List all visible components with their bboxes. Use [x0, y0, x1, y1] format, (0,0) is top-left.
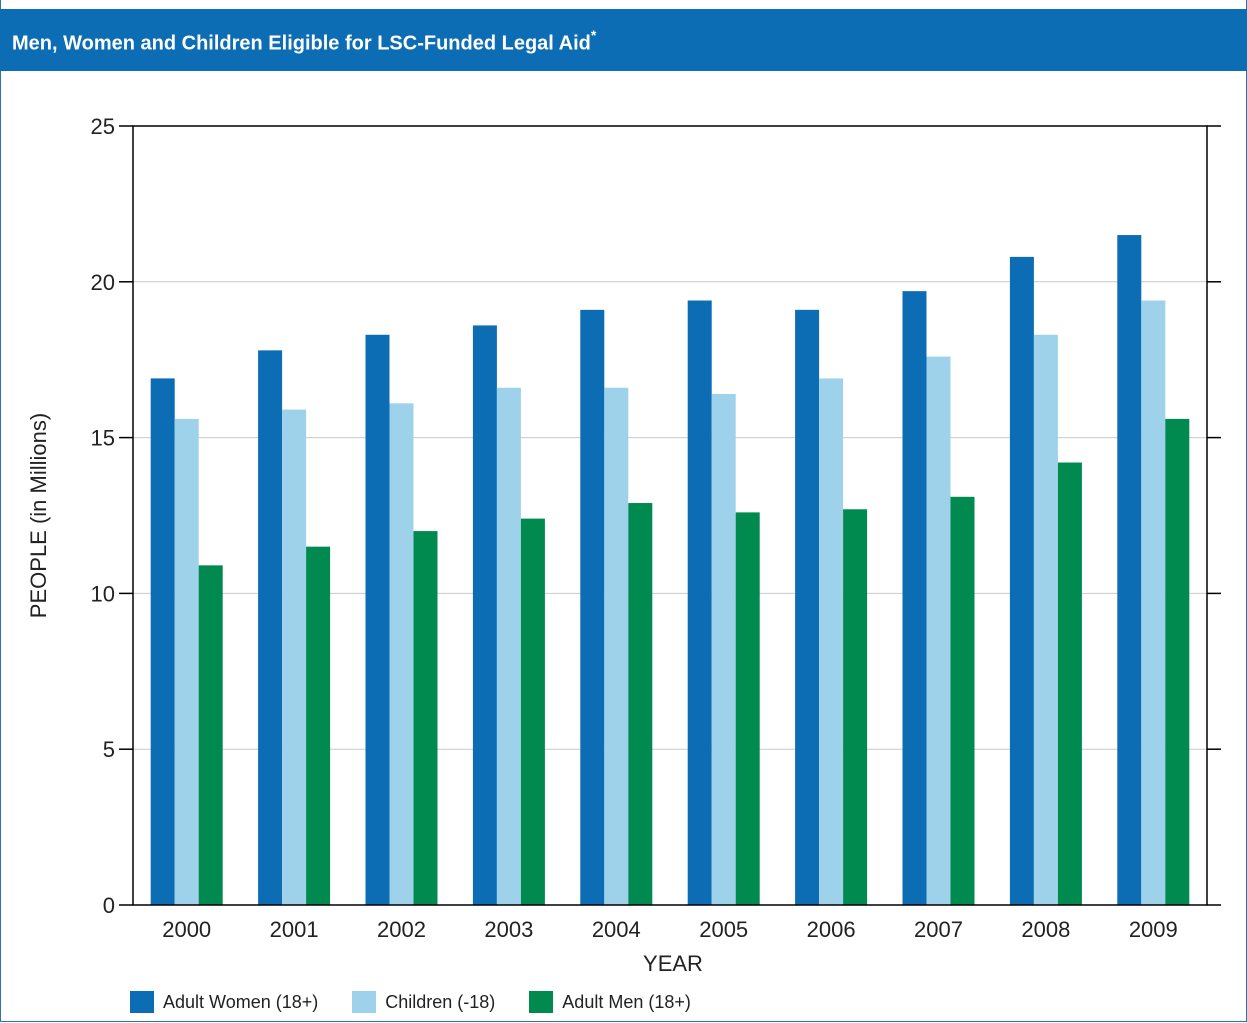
bar — [628, 503, 653, 905]
bar — [902, 291, 927, 905]
x-tick-label: 2002 — [377, 917, 426, 942]
x-tick-label: 2001 — [270, 917, 319, 942]
y-tick-label: 5 — [103, 737, 115, 762]
x-tick-label: 2004 — [592, 917, 641, 942]
legend-label: Adult Men (18+) — [562, 991, 691, 1012]
footnote-mark: * — [590, 27, 597, 43]
x-tick-label: 2000 — [162, 917, 211, 942]
x-tick-label: 2005 — [699, 917, 748, 942]
x-tick-label: 2007 — [914, 917, 963, 942]
bar — [198, 565, 223, 905]
bar — [258, 350, 283, 905]
bar — [472, 325, 497, 905]
chart-header: Men, Women and Children Eligible for LSC… — [0, 9, 1247, 71]
legend-label: Children (-18) — [385, 991, 496, 1012]
bar — [687, 300, 712, 906]
bar — [1165, 418, 1190, 905]
legend-swatch — [352, 991, 377, 1013]
bar — [1057, 462, 1082, 905]
y-axis-label: PEOPLE (in Millions) — [26, 413, 51, 618]
bar — [365, 334, 390, 906]
legend-item: Children (-18) — [352, 991, 495, 1013]
y-tick-label: 10 — [91, 581, 115, 606]
legend-item: Adult Women (18+) — [130, 991, 318, 1013]
x-tick-label: 2009 — [1129, 917, 1178, 942]
x-tick-label: 2003 — [484, 917, 533, 942]
legend-label: Adult Women (18+) — [163, 991, 319, 1012]
chart-title: Men, Women and Children Eligible for LSC… — [12, 27, 597, 55]
bar — [1009, 256, 1034, 905]
bar — [604, 387, 629, 905]
bar — [819, 378, 844, 905]
bar — [926, 356, 951, 906]
bar — [1033, 334, 1058, 906]
bar — [950, 496, 975, 905]
legend-swatch — [130, 991, 154, 1013]
bar — [843, 509, 868, 905]
x-tick-label: 2006 — [807, 917, 856, 942]
chart-legend: Adult Women (18+) Children (-18) Adult Men… — [130, 990, 725, 1014]
bar — [496, 387, 521, 905]
x-axis-label: YEAR — [643, 951, 703, 976]
y-tick-label: 0 — [103, 893, 115, 918]
bar — [735, 512, 760, 905]
bar — [306, 546, 331, 905]
bar — [150, 378, 175, 905]
y-tick-label: 15 — [91, 426, 115, 451]
legend-item: Adult Men (18+) — [529, 991, 691, 1013]
bar — [282, 409, 307, 905]
y-tick-label: 25 — [91, 114, 115, 139]
bar — [1117, 235, 1142, 905]
plot-border — [132, 125, 1208, 906]
bar — [413, 531, 438, 905]
legend-swatch — [529, 991, 554, 1013]
bar-chart: 2000 2001 2002 2003 2004 2005 2006 2007 2008 2009… — [26, 114, 1221, 976]
bar — [1141, 300, 1166, 906]
bar — [711, 393, 736, 905]
bar — [580, 309, 605, 905]
x-tick-label: 2008 — [1021, 917, 1070, 942]
bar — [520, 518, 545, 905]
bar — [174, 418, 199, 905]
bar — [389, 403, 414, 905]
bar — [795, 309, 820, 905]
y-tick-label: 20 — [91, 270, 115, 295]
